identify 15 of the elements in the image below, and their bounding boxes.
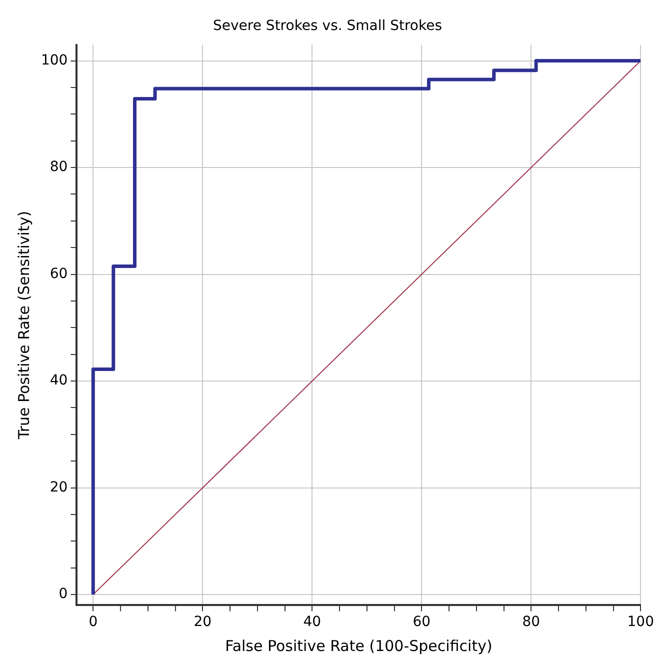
y-tick-label: 0 [58, 586, 68, 602]
x-tick-label: 0 [88, 614, 98, 630]
y-tick-label: 80 [50, 159, 68, 176]
y-tick-label: 20 [50, 479, 68, 496]
x-tick-label: 80 [522, 614, 540, 630]
x-tick-label: 60 [412, 614, 431, 630]
x-tick-label: 100 [627, 614, 654, 630]
y-axis-title: True Positive Rate (Sensitivity) [14, 210, 33, 440]
x-tick-label: 40 [303, 614, 322, 630]
y-tick-label: 100 [40, 52, 68, 68]
x-tick-label: 20 [194, 614, 212, 630]
x-axis-title: False Positive Rate (100-Specificity) [225, 636, 492, 655]
y-tick-label: 40 [50, 372, 68, 389]
y-tick-label: 60 [50, 266, 68, 282]
chart-title: Severe Strokes vs. Small Strokes [213, 18, 442, 34]
